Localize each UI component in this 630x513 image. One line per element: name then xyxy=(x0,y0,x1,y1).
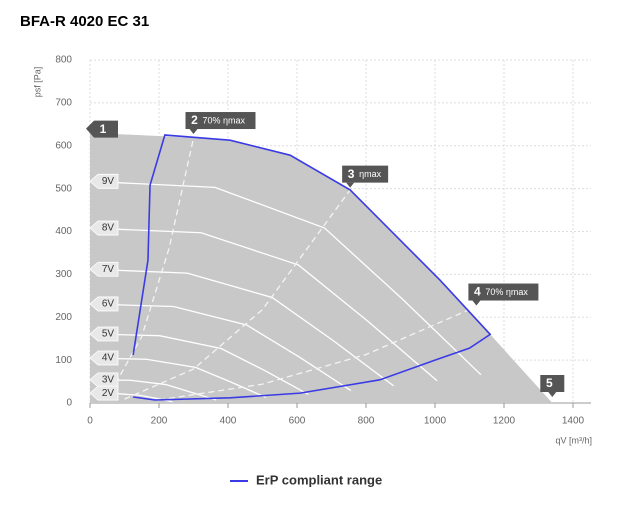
efficiency-line xyxy=(110,137,195,393)
y-tick-label: 600 xyxy=(55,140,72,151)
speed-curve xyxy=(89,180,482,376)
x-tick-label: 1200 xyxy=(493,416,516,427)
y-tick-label: 500 xyxy=(55,183,72,194)
marker-number: 2 xyxy=(191,113,198,127)
series-line xyxy=(132,134,492,401)
legend-label: ErP compliant range xyxy=(256,472,382,487)
marker-pointer xyxy=(548,392,557,397)
marker-note: 70% ηmax xyxy=(203,115,246,125)
operating-area xyxy=(90,132,553,403)
speed-tag xyxy=(89,350,119,366)
x-tick-label: 800 xyxy=(358,416,375,427)
y-tick-label: 100 xyxy=(55,355,72,366)
efficiency-line xyxy=(124,189,351,400)
marker-number: 3 xyxy=(348,167,355,181)
marker: 4 70% ηmax xyxy=(468,283,539,306)
marker-number: 5 xyxy=(546,376,553,390)
y-tick-label: 400 xyxy=(55,226,72,237)
marker: 1 xyxy=(86,120,118,138)
marker-note: 70% ηmax xyxy=(485,287,528,297)
speed-label: 2V xyxy=(102,388,115,399)
x-tick-label: 600 xyxy=(289,416,306,427)
marker-box xyxy=(86,120,118,138)
x-tick-label: 1000 xyxy=(424,416,447,427)
efficiency-line xyxy=(158,305,477,401)
marker: 2 70% ηmax xyxy=(185,112,256,135)
marker-box xyxy=(342,165,389,183)
speed-tag xyxy=(89,372,119,388)
marker-number: 1 xyxy=(100,122,107,136)
speed-label: 7V xyxy=(102,264,115,275)
speed-label: 4V xyxy=(102,353,115,364)
chart-title: BFA-R 4020 EC 31 xyxy=(20,13,149,30)
speed-label: 6V xyxy=(102,299,115,310)
marker: 5 xyxy=(540,375,565,397)
speed-curve xyxy=(89,268,394,387)
y-tick-label: 700 xyxy=(55,98,72,109)
marker-number: 4 xyxy=(474,285,481,299)
marker-note: ηmax xyxy=(359,169,382,179)
marker-pointer xyxy=(472,300,481,306)
x-tick-label: 200 xyxy=(151,416,168,427)
x-axis-title: qV [m³/h] xyxy=(555,435,592,445)
y-tick-label: 300 xyxy=(55,269,72,280)
x-tick-label: 0 xyxy=(87,416,93,427)
speed-label: 3V xyxy=(102,374,115,385)
y-tick-label: 200 xyxy=(55,312,72,323)
speed-curve xyxy=(89,227,438,382)
speed-label: 8V xyxy=(102,223,115,234)
speed-tag xyxy=(89,296,119,312)
speed-label: 5V xyxy=(102,329,115,340)
y-tick-label: 0 xyxy=(66,398,72,409)
speed-label: 9V xyxy=(102,176,115,187)
marker: 3 ηmax xyxy=(342,165,389,188)
speed-curve xyxy=(89,303,352,392)
marker-pointer xyxy=(346,182,355,188)
speed-tag xyxy=(89,220,119,236)
y-tick-label: 800 xyxy=(55,55,72,66)
marker-box xyxy=(185,112,256,130)
legend: ErP compliant range xyxy=(230,472,382,487)
speed-tag xyxy=(89,261,119,277)
plot-area: 9V 8V 7V 6V 5V 4V 3V 2V 1 2 70% ηmax 3 ηmax 4 70% ηmax… xyxy=(86,112,565,403)
marker-box xyxy=(540,375,565,392)
x-tick-label: 400 xyxy=(220,416,237,427)
speed-tag xyxy=(89,173,119,189)
speed-tag xyxy=(89,385,119,401)
marker-pointer xyxy=(189,129,198,135)
marker-box xyxy=(468,283,539,301)
y-axis-title: psf [Pa] xyxy=(32,67,42,98)
x-tick-label: 1400 xyxy=(562,416,585,427)
speed-tag xyxy=(89,326,119,342)
